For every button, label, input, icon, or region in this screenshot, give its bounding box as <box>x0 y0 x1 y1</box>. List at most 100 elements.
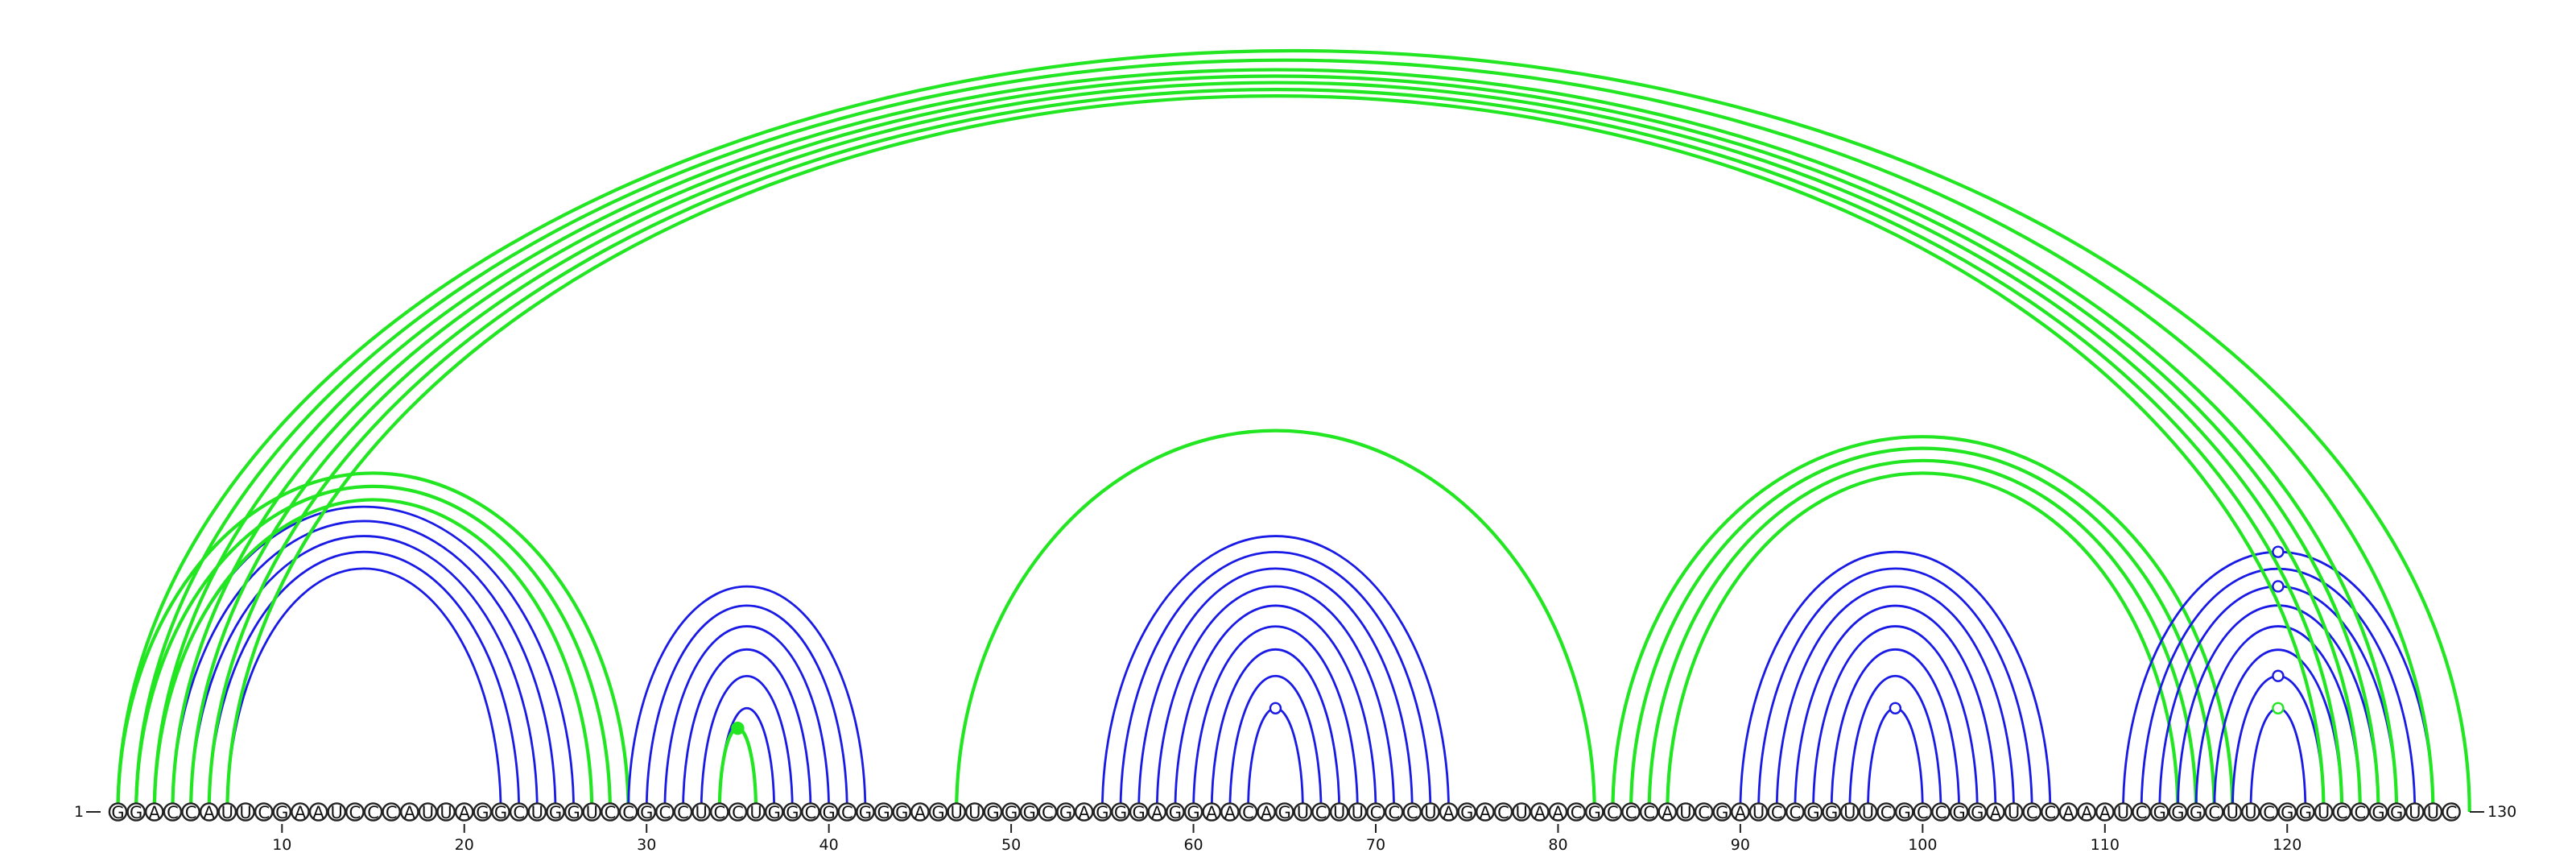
nucleotide-circle <box>2368 802 2388 822</box>
nucleotide-circle <box>801 802 820 822</box>
tick-label: 80 <box>1548 836 1567 854</box>
nucleotide-letter: G <box>2190 803 2202 822</box>
nucleotide-letter: G <box>549 803 562 822</box>
nucleotide-circle <box>983 802 1003 822</box>
nucleotide-letter: G <box>1059 803 1072 822</box>
nucleotide-circle <box>1657 802 1678 822</box>
nucleotide-circle <box>837 802 857 822</box>
nucleotide-circle <box>2132 802 2151 822</box>
nucleotide-circle <box>1257 802 1276 822</box>
nucleotide-circle <box>491 802 510 822</box>
nucleotide-circle <box>1056 802 1075 822</box>
nucleotide-letter: A <box>149 803 161 822</box>
nucleotide-letter: G <box>476 803 489 822</box>
nucleotide-circle <box>1384 802 1404 822</box>
nucleotide-circle <box>108 802 128 822</box>
arc-blue-55-74 <box>1102 536 1448 812</box>
nucleotide-circle <box>1202 802 1221 822</box>
nucleotide-circle <box>2332 802 2351 822</box>
arc-green-3-126 <box>152 68 2399 813</box>
nucleotide-circle <box>1803 802 1823 822</box>
arc-blue-63-66 <box>1247 706 1304 813</box>
nucleotide-circle <box>2204 802 2224 822</box>
tick-label: 120 <box>2273 836 2301 854</box>
nucleotide-letter: G <box>2390 803 2403 822</box>
arc-blue-30-41 <box>645 605 848 813</box>
nucleotide-circle <box>709 802 729 822</box>
nucleotide-circle <box>2186 802 2206 822</box>
arc-green-86-114 <box>1666 471 2180 813</box>
nucleotide-letter: C <box>1388 803 1400 822</box>
nucleotide-circle <box>1402 802 1422 822</box>
nucleotide-letter: U <box>1297 803 1309 822</box>
nucleotide-circle <box>1476 802 1495 822</box>
nucleotide-circle <box>1822 802 1841 822</box>
nucleotide-circle <box>618 802 638 822</box>
nucleotide-letter: C <box>1935 803 1947 822</box>
nucleotide-circle <box>928 802 948 822</box>
nucleotide-circle <box>892 802 912 822</box>
nucleotide-letter: U <box>440 803 452 822</box>
tick-label: 20 <box>455 836 474 854</box>
nucleotide-letter: U <box>221 803 233 822</box>
nucleotide-circle <box>308 802 328 822</box>
nucleotide-circle <box>2387 802 2406 822</box>
nucleotide-circle <box>1183 802 1203 822</box>
nucleotide-circle <box>1038 802 1058 822</box>
nucleotide-circle <box>1986 802 2005 822</box>
nucleotide-circle <box>400 802 419 822</box>
nucleotide-letter: U <box>1843 803 1856 822</box>
arc-blue-5-24 <box>189 535 539 813</box>
arc-green-84-116 <box>1629 446 2216 813</box>
nucleotide-letter: C <box>367 803 379 822</box>
nucleotide-letter: C <box>2045 803 2057 822</box>
nucleotide-circle <box>382 802 401 822</box>
nucleotide-circle <box>181 802 200 822</box>
nucleotide-letter: A <box>1662 803 1674 822</box>
arc-marker-filled <box>731 721 745 735</box>
nucleotide-letter: A <box>2099 803 2112 822</box>
nucleotide-circle <box>2241 802 2260 822</box>
nucleotide-circle <box>546 802 565 822</box>
nucleotide-letter: C <box>1406 803 1418 822</box>
nucleotide-letter: U <box>531 803 543 822</box>
nucleotide-circle <box>673 802 693 822</box>
nucleotide-letter: G <box>1460 803 1473 822</box>
arc-green-1-29 <box>116 471 630 813</box>
nucleotide-circle <box>1074 802 1094 822</box>
nucleotide-circle <box>1001 802 1021 822</box>
arc-blue-95-102 <box>1830 648 1961 813</box>
nucleotide-letter: C <box>1643 803 1655 822</box>
nucleotide-letter: U <box>2008 803 2020 822</box>
nucleotide-letter: U <box>2318 803 2330 822</box>
nucleotide-letter: G <box>1005 803 1018 822</box>
nucleotide-circle <box>1329 802 1349 822</box>
nucleotide-letter: C <box>1370 803 1382 822</box>
nucleotide-circle <box>1785 802 1805 822</box>
nucleotide-letter: U <box>950 803 962 822</box>
nucleotide-letter: C <box>2354 803 2366 822</box>
nucleotide-letter: G <box>859 803 872 822</box>
nucleotide-letter: U <box>1862 803 1874 822</box>
nucleotide-letter: C <box>386 803 398 822</box>
nucleotide-circle <box>1457 802 1477 822</box>
nucleotide-letter: U <box>586 803 598 822</box>
nucleotide-letter: C <box>841 803 853 822</box>
nucleotide-circle <box>1731 802 1750 822</box>
nucleotide-letter: G <box>877 803 890 822</box>
nucleotide-letter: G <box>1096 803 1108 822</box>
nucleotide-letter: U <box>331 803 343 822</box>
nucleotide-circle <box>418 802 438 822</box>
nucleotide-circle <box>2351 802 2370 822</box>
nucleotide-letter: A <box>312 803 324 822</box>
nucleotide-letter: U <box>1352 803 1364 822</box>
nucleotide-circle <box>1348 802 1368 822</box>
nucleotide-circle <box>655 802 675 822</box>
nucleotide-letter: U <box>2427 803 2439 822</box>
nucleotide-letter: U <box>1752 803 1765 822</box>
nucleotide-circle <box>345 802 365 822</box>
nucleotide-circle <box>1967 802 1988 822</box>
arc-marker-open <box>1269 702 1282 714</box>
nucleotide-circle <box>2314 802 2334 822</box>
